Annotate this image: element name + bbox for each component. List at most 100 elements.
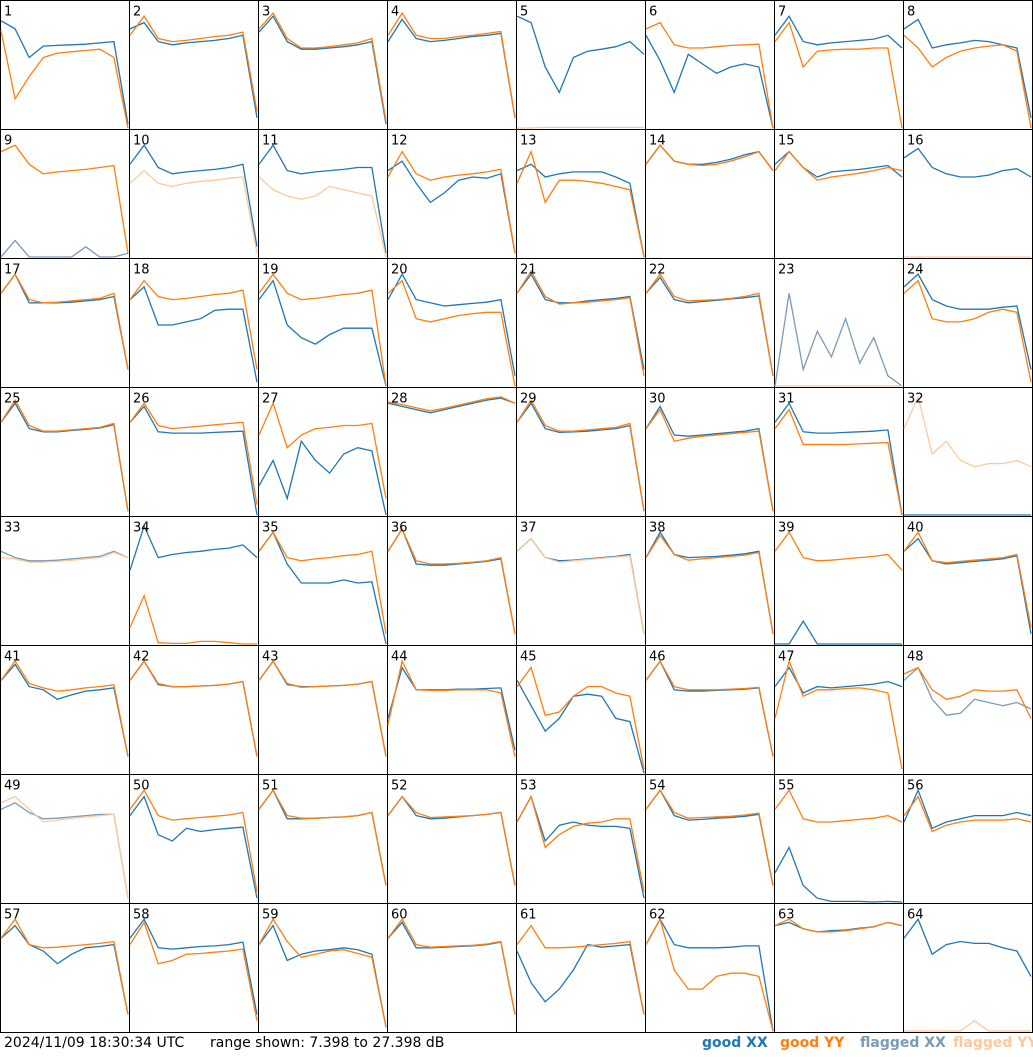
panel-frame <box>903 645 1033 775</box>
panel-frame <box>258 903 388 1033</box>
panel-label: 63 <box>778 908 795 923</box>
spectrum-line <box>516 924 645 1015</box>
panel-label: 29 <box>520 392 537 407</box>
panel-frame <box>129 0 259 130</box>
panel-label: 1 <box>4 5 12 20</box>
spectrum-line <box>903 795 1032 833</box>
panel-label: 52 <box>391 779 408 794</box>
spectrum-line <box>387 527 516 634</box>
spectrum-line <box>258 439 387 516</box>
spectrum-line <box>0 273 129 370</box>
panel-frame <box>645 258 775 388</box>
panel-label: 32 <box>907 392 924 407</box>
spectrum-line <box>258 144 387 254</box>
spectrum-line <box>0 924 129 1015</box>
panel-frame <box>774 387 904 517</box>
panel-frame <box>516 129 646 259</box>
panel-frame <box>129 516 259 646</box>
panel-frame <box>387 129 517 259</box>
panel-frame <box>774 645 904 775</box>
spectrum-line <box>129 144 258 247</box>
spectrum-line <box>774 15 903 49</box>
spectrum-line <box>129 21 258 118</box>
panel-label: 47 <box>778 650 795 665</box>
spectrum-line <box>645 405 774 512</box>
spectrum-line <box>258 789 387 886</box>
spectrum-line <box>129 789 258 892</box>
spectrum-line <box>903 147 1032 178</box>
panel-frame <box>645 0 775 130</box>
spectrum-line <box>903 273 1032 370</box>
panel-label: 50 <box>133 779 150 794</box>
spectrum-line <box>645 34 774 129</box>
legend-entry: flagged XX <box>860 1035 946 1051</box>
spectrum-line <box>258 15 387 125</box>
spectrum-line <box>645 530 774 634</box>
spectrum-line <box>645 144 774 171</box>
spectrum-line <box>387 918 516 1015</box>
panel-label: 38 <box>649 521 666 536</box>
spectrum-line <box>0 795 129 899</box>
panel-frame <box>903 0 1033 130</box>
panel-label: 26 <box>133 392 150 407</box>
spectrum-line <box>645 273 774 376</box>
spectrum-line <box>903 530 1032 628</box>
panel-frame <box>258 645 388 775</box>
spectrum-line <box>0 663 129 757</box>
panel-label: 21 <box>520 263 537 278</box>
panel-label: 61 <box>520 908 537 923</box>
spectrum-line <box>516 794 645 899</box>
panel-label: 41 <box>4 650 21 665</box>
panel-frame <box>258 387 388 517</box>
panel-label: 16 <box>907 134 924 149</box>
panel-label: 9 <box>4 134 12 149</box>
panel-frame <box>0 645 130 775</box>
spectrum-line <box>903 788 1032 830</box>
spectrum-line <box>0 30 129 129</box>
spectrum-line <box>516 537 645 634</box>
spectrum-line <box>903 537 1032 634</box>
panel-label: 11 <box>262 134 279 149</box>
spectrum-line <box>774 293 903 387</box>
spectrum-line <box>516 269 645 376</box>
panel-label: 5 <box>520 5 528 20</box>
panel-label: 43 <box>262 650 279 665</box>
panel-frame <box>387 903 517 1033</box>
spectrum-line <box>516 666 645 770</box>
panel-frame <box>387 774 517 904</box>
panel-label: 33 <box>4 521 21 536</box>
panel-label: 57 <box>4 908 21 923</box>
spectrum-line <box>258 660 387 757</box>
spectrum-line <box>516 679 645 774</box>
panel-frame <box>129 903 259 1033</box>
panel-frame <box>387 516 517 646</box>
spectrum-line <box>516 15 645 94</box>
panel-label: 64 <box>907 908 924 923</box>
panel-label: 37 <box>520 521 537 536</box>
panel-frame <box>516 903 646 1033</box>
panel-frame <box>516 258 646 388</box>
spectrum-line <box>774 845 903 903</box>
panel-label: 51 <box>262 779 279 794</box>
spectrum-line <box>645 660 774 757</box>
panel-label: 12 <box>391 134 408 149</box>
panel-label: 19 <box>262 263 279 278</box>
panel-frame <box>258 258 388 388</box>
spectrum-line <box>387 396 516 412</box>
panel-frame <box>516 774 646 904</box>
spectrum-line <box>775 619 902 645</box>
spectrum-line <box>774 401 903 516</box>
spectrum-line <box>904 1019 1031 1032</box>
panel-label: 44 <box>391 650 408 665</box>
panel-frame <box>774 129 904 259</box>
spectrum-line <box>645 917 774 1032</box>
panel-label: 25 <box>4 392 21 407</box>
spectrum-line <box>258 11 387 122</box>
spectrum-line <box>0 550 129 562</box>
panel-label: 48 <box>907 650 924 665</box>
panel-frame <box>0 0 130 130</box>
panel-label: 55 <box>778 779 795 794</box>
panel-frame <box>516 387 646 517</box>
spectrum-line <box>387 659 516 757</box>
